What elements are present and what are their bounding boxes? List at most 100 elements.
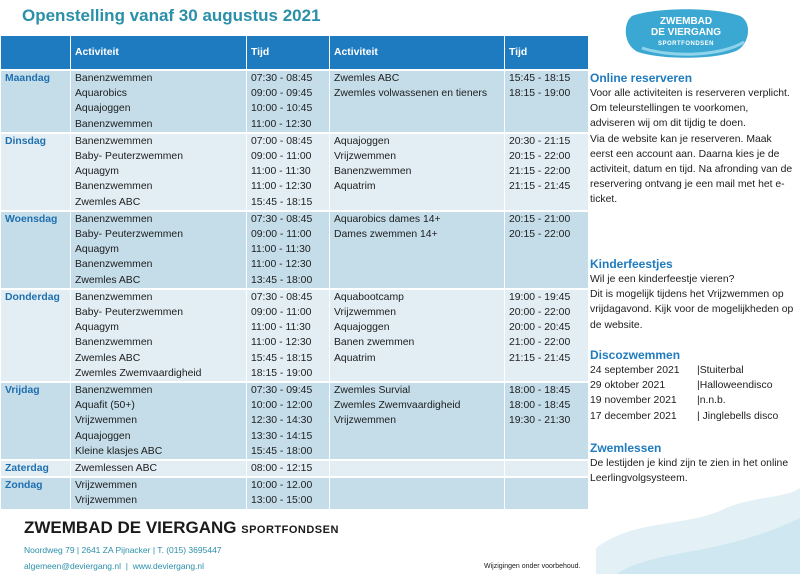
time-cell [504,272,589,289]
day-name [0,194,71,211]
time-cell: 11:00 - 11:30 [246,320,330,336]
activity-cell: Aquafit (50+) [70,398,247,414]
header-time-2: Tijd [504,35,589,71]
day-name [0,272,71,289]
activity-cell [329,242,505,258]
time-cell [504,365,589,383]
footer-title: ZWEMBAD DE VIERGANG SPORTFONDSEN [24,518,339,538]
day-name: Maandag [0,68,71,87]
activity-cell: Aquagym [70,320,247,336]
activity-cell: Aquarobics dames 14+ [329,209,505,228]
day-name [0,365,71,383]
activity-cell [329,476,505,494]
footer-sub: SPORTFONDSEN [241,524,339,536]
time-cell: 11:00 - 12:30 [246,179,330,195]
time-cell: 20:00 - 20:45 [504,320,589,336]
time-cell: 19:00 - 19:45 [504,287,589,306]
activity-cell: Vrijzwemmen [329,305,505,321]
activity-cell: Kleine klasjes ABC [70,443,247,461]
time-cell: 09:00 - 09:45 [246,86,330,102]
activity-cell [329,257,505,273]
day-name [0,305,71,321]
time-cell: 08:00 - 12:15 [246,459,330,478]
activity-cell: Banenzwemmen [70,335,247,351]
header-time-1: Tijd [246,35,330,71]
activity-cell [329,493,505,509]
table-row: Dinsdag Banenzwemmen 07:00 - 08:45 Aquajogg… [0,131,589,150]
activity-cell: Zwemles volwassenen en tieners [329,86,505,102]
email-link[interactable]: algemeen@deviergang.nl [24,561,121,571]
header-activity-1: Activiteit [70,35,247,71]
time-cell: 10:00 - 12:00 [246,398,330,414]
website-link[interactable]: www.deviergang.nl [132,561,205,571]
time-cell: 07:30 - 08:45 [246,287,330,306]
activity-cell: Aquagym [70,164,247,180]
time-cell: 18:15 - 19:00 [504,86,589,102]
activity-cell: Vrijzwemmen [70,413,247,429]
activity-cell: Banenzwemmen [70,131,247,150]
online-section: Online reserveren Voor alle activiteiten… [590,70,796,208]
activity-cell: Vrijzwemmen [70,476,247,494]
day-name: Dinsdag [0,131,71,150]
day-name [0,335,71,351]
time-cell: 07:00 - 08:45 [246,131,330,150]
activity-cell: Zwemles ABC [70,194,247,211]
table-row: Banenzwemmen 11:00 - 12:30 [0,116,589,133]
day-name [0,413,71,429]
zwemlessen-section: Zwemlessen De lestijden je kind zijn te … [590,440,796,486]
activity-cell: Banenzwemmen [70,381,247,399]
time-cell: 21:00 - 22:00 [504,335,589,351]
time-cell: 15:45 - 18:15 [504,68,589,87]
day-name: Zondag [0,476,71,494]
table-row: Banenzwemmen 11:00 - 12:30 Aquatrim 21:15 -… [0,179,589,195]
time-cell [504,459,589,478]
time-cell [504,242,589,258]
time-cell: 20:30 - 21:15 [504,131,589,150]
footer-note: Wijzigingen onder voorbehoud. [484,563,581,570]
table-row: Vrijzwemmen 13:00 - 15:00 [0,493,589,509]
kinder-paragraph-2: Dit is mogelijk tijdens het Vrijzwemmen … [590,289,794,331]
table-row: Aquagym 11:00 - 11:30 Banenzwemmen 21:15 - … [0,164,589,180]
activity-cell [329,272,505,289]
activity-cell: Zwemles ABC [329,68,505,87]
time-cell: 10:00 - 12.00 [246,476,330,494]
zwemlessen-heading: Zwemlessen [590,441,662,455]
time-cell: 09:00 - 11:00 [246,305,330,321]
time-cell: 21:15 - 21:45 [504,179,589,195]
table-row: Zwemles ABC 15:45 - 18:15 [0,194,589,211]
time-cell: 20:15 - 22:00 [504,149,589,165]
schedule-table: Activiteit Tijd Activiteit Tijd Maandag B… [0,35,589,509]
table-row: Aquarobics 09:00 - 09:45 Zwemles volwassen… [0,86,589,102]
table-row: Baby- Peuterzwemmen 09:00 - 11:00 Vrijzwem… [0,305,589,321]
table-row: Zondag Vrijzwemmen 10:00 - 12.00 [0,476,589,494]
footer-name: ZWEMBAD DE VIERGANG [24,518,237,537]
activity-cell: Aquajoggen [329,320,505,336]
table-row: Vrijdag Banenzwemmen 07:30 - 09:45 Zwemles … [0,381,589,399]
disco-row: 24 september 2021 |Stuiterbal [590,365,744,376]
disco-heading: Discozwemmen [590,348,681,362]
time-cell: 21:15 - 22:00 [504,164,589,180]
time-cell: 18:00 - 18:45 [504,398,589,414]
time-cell: 20:00 - 22:00 [504,305,589,321]
activity-cell: Aquatrim [329,350,505,366]
time-cell: 13:30 - 14:15 [246,428,330,444]
disco-row: 19 november 2021 |n.n.b. [590,395,726,407]
kinder-heading: Kinderfeestjes [590,257,673,271]
table-row: Maandag Banenzwemmen 07:30 - 08:45 Zwemles … [0,68,589,87]
activity-cell: Banenzwemmen [70,68,247,87]
time-cell [504,194,589,211]
activity-cell: Banenzwemmen [70,287,247,306]
page-title: Openstelling vanaf 30 augustus 2021 [22,6,321,25]
day-name [0,164,71,180]
table-row: Aquagym 11:00 - 11:30 [0,242,589,258]
logo: ZWEMBAD DE VIERGANG SPORTFONDSEN [650,16,721,47]
activity-cell: Banenzwemmen [329,164,505,180]
table-header-row: Activiteit Tijd Activiteit Tijd [0,35,589,71]
table-row: Banenzwemmen 11:00 - 12:30 Banen zwemmen 21… [0,335,589,351]
table-row: Baby- Peuterzwemmen 09:00 - 11:00 Dames zw… [0,227,589,243]
disco-row: 17 december 2021 | Jinglebells disco [590,410,779,422]
time-cell: 11:00 - 11:30 [246,164,330,180]
activity-cell: Aquatrim [329,179,505,195]
time-cell: 19:30 - 21:30 [504,413,589,429]
table-row: Zwemles ABC 13:45 - 18:00 [0,272,589,289]
